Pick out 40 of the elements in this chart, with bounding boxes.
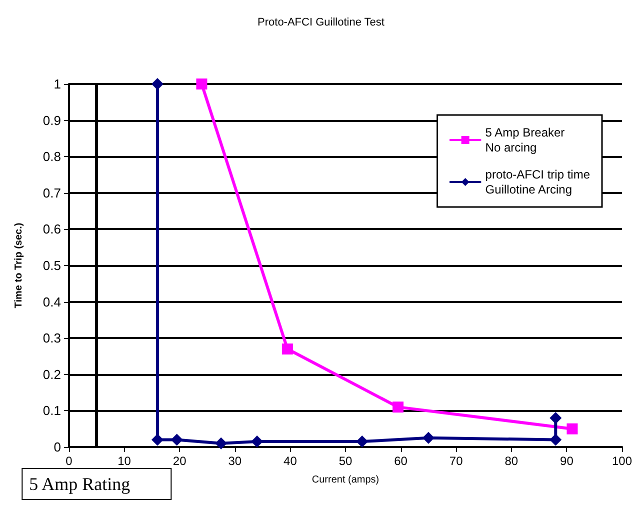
point bbox=[282, 343, 293, 354]
x-tick-label: 30 bbox=[228, 454, 242, 468]
x-tick-label: 80 bbox=[504, 454, 518, 468]
y-tick-label: 0.4 bbox=[42, 294, 61, 310]
point bbox=[550, 412, 562, 424]
y-axis-title: Time to Trip (sec.) bbox=[14, 222, 24, 308]
x-tick-label: 90 bbox=[560, 454, 574, 468]
y-tick-label: 0.3 bbox=[42, 330, 61, 346]
point bbox=[151, 78, 164, 90]
ref-line-label: 5 Amp Rating bbox=[29, 474, 130, 494]
point bbox=[550, 434, 562, 446]
y-tick-label: 0.6 bbox=[42, 222, 61, 237]
y-tick-label: 0.7 bbox=[42, 185, 61, 200]
y-tick-label: 0.1 bbox=[42, 403, 61, 418]
y-tick-label: 0.8 bbox=[42, 149, 61, 164]
x-tick-label: 20 bbox=[172, 454, 187, 468]
x-tick-label: 10 bbox=[118, 454, 132, 468]
x-axis-title: Current (amps) bbox=[312, 474, 380, 486]
x-tick-label: 100 bbox=[612, 454, 632, 468]
point bbox=[151, 434, 164, 446]
point bbox=[196, 78, 208, 90]
legend-label: proto-AFCI trip time Guillotine Arcing bbox=[485, 168, 590, 196]
point bbox=[170, 434, 183, 446]
x-tick-label: 60 bbox=[394, 454, 408, 468]
x-tick-label: 40 bbox=[284, 454, 298, 468]
y-tick-label: 0.5 bbox=[42, 258, 61, 273]
legend-label: 5 Amp Breaker No arcing bbox=[485, 126, 565, 154]
y-tick-label: 0 bbox=[54, 440, 61, 454]
point bbox=[566, 423, 578, 434]
x-tick-label: 50 bbox=[338, 454, 352, 468]
x-tick-label: 0 bbox=[66, 454, 73, 468]
y-tick-label: 0.9 bbox=[42, 112, 61, 128]
point bbox=[215, 437, 228, 450]
point bbox=[422, 432, 434, 444]
x-tick-label: 70 bbox=[449, 454, 464, 468]
point bbox=[392, 402, 404, 413]
y-tick-label: 0.2 bbox=[42, 366, 61, 382]
chart-title: Proto-AFCI Guillotine Test bbox=[258, 16, 384, 28]
y-tick-label: 1 bbox=[54, 76, 61, 92]
point bbox=[356, 436, 368, 448]
